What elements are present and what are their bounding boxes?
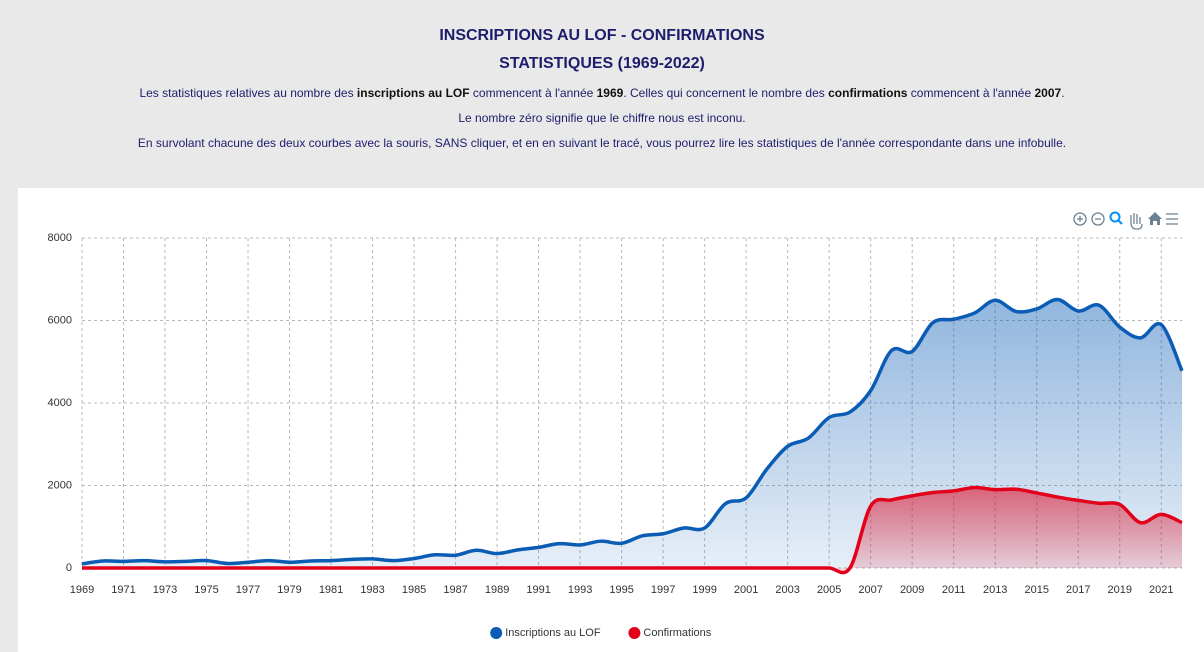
y-tick-label: 2000 [48,479,72,491]
bold-text: 2007 [1034,86,1062,100]
legend-label: Inscriptions au LOF [505,627,601,639]
x-tick-label: 1999 [692,584,716,596]
text: . Celles qui concernent le nombre des [623,86,829,100]
paragraph: Le nombre zéro signifie que le chiffre n… [0,106,1204,131]
x-tick-label: 2019 [1107,584,1131,596]
legend-marker [628,627,641,639]
line [81,297,1184,566]
zoom-in-button[interactable] [1073,212,1087,226]
x-tick-label: 1995 [609,584,633,596]
x-tick-label: 2009 [900,584,924,596]
text: . [1061,86,1065,100]
line [81,485,1183,575]
x-tick-label: 2007 [858,584,882,596]
x-tick-label: 2005 [817,584,841,596]
x-tick-label: 1975 [194,584,218,596]
zoom-select-button[interactable] [1109,211,1123,225]
x-tick-label: 1979 [277,584,301,596]
x-tick-label: 2017 [1066,584,1090,596]
pan-button[interactable] [1130,213,1143,230]
x-tick-label: 1997 [651,584,675,596]
text: Le nombre zéro signifie que le chiffre n… [458,111,746,125]
x-tick-label: 2021 [1149,584,1173,596]
description: Les statistiques relatives au nombre des… [0,81,1204,156]
toolbar[interactable] [1073,211,1178,230]
bold-text: confirmations [828,86,908,100]
x-tick-label: 2013 [983,584,1007,596]
x-tick-label: 1983 [360,584,384,596]
menu-button[interactable] [1166,213,1178,225]
x-tick-label: 1991 [526,584,550,596]
x-tick-label: 1973 [153,584,177,596]
x-tick-label: 2011 [942,584,966,596]
x-tick-label: 1987 [443,584,467,596]
x-tick-label: 1969 [70,584,94,596]
y-tick-label: 6000 [48,314,72,326]
text: commencent à l'année [469,86,597,100]
x-tick-label: 1989 [485,584,509,596]
text: commencent à l'année [907,86,1035,100]
title: INSCRIPTIONS AU LOF - CONFIRMATIONS [439,27,765,44]
subtitle: STATISTIQUES (1969-2022) [499,55,705,72]
area [82,487,1182,573]
legend-item[interactable]: Inscriptions au LOF [490,627,601,639]
x-tick-label: 1981 [319,584,343,596]
reset-button[interactable] [1148,212,1162,225]
x-tick-label: 2003 [775,584,799,596]
legend-marker [490,627,503,639]
y-tick-label: 8000 [48,232,72,244]
y-tick-label: 0 [66,562,72,574]
legend-label: Confirmations [643,627,711,639]
title-block: INSCRIPTIONS AU LOF - CONFIRMATIONS STAT… [0,0,1204,78]
text: Les statistiques relatives au nombre des [139,86,357,100]
x-tick-label: 1993 [568,584,592,596]
x-tick-label: 2015 [1024,584,1048,596]
x-tick-label: 1971 [111,584,135,596]
y-tick-label: 4000 [48,397,72,409]
x-tick-label: 1985 [402,584,426,596]
paragraph: En survolant chacune des deux courbes av… [0,131,1204,156]
text: En survolant chacune des deux courbes av… [137,136,1067,150]
chart: 0 2000 4000 6000 8000 1969 1971 1973 1975 1977 197… [18,188,1204,652]
x-tick-label: 2001 [734,584,758,596]
bold-text: inscriptions au LOF [356,86,470,100]
paragraph: Les statistiques relatives au nombre des… [0,81,1204,106]
x-tick-label: 1977 [236,584,260,596]
header: INSCRIPTIONS AU LOF - CONFIRMATIONS STAT… [0,0,1204,188]
legend-item[interactable]: Confirmations [628,627,712,639]
zoom-out-button[interactable] [1091,212,1105,226]
bold-text: 1969 [596,86,624,100]
